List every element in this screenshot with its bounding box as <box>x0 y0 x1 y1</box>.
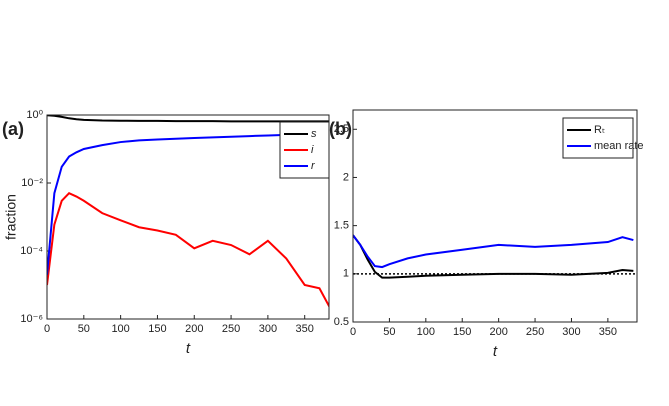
x-tick-label: 350 <box>599 326 617 338</box>
x-tick-label: 0 <box>44 323 50 335</box>
legend-label: s <box>311 128 317 140</box>
x-tick-label: 150 <box>148 323 166 335</box>
plot-frame <box>352 109 638 323</box>
y-tick-label: 10⁻⁶ <box>20 313 43 325</box>
x-tick-label: 200 <box>185 323 203 335</box>
y-tick-label: 1 <box>343 268 349 280</box>
legend-box <box>562 117 634 159</box>
y-tick-label: 10⁻⁴ <box>20 245 43 257</box>
y-tick-label: 10⁰ <box>26 109 43 121</box>
y-tick-label: 1.5 <box>334 220 349 232</box>
legend-label: r <box>311 160 316 172</box>
legend-label: mean rate <box>594 140 644 152</box>
x-tick-label: 100 <box>111 323 129 335</box>
x-tick-label: 0 <box>350 326 356 338</box>
y-tick-label: 2 <box>343 171 349 183</box>
x-tick-label: 250 <box>222 323 240 335</box>
y-axis-label: fraction <box>3 194 19 240</box>
x-tick-label: 200 <box>489 326 507 338</box>
legend-label: Rₜ <box>594 124 605 136</box>
x-tick-label: 50 <box>78 323 90 335</box>
x-tick-label: 100 <box>417 326 435 338</box>
x-axis-label: t <box>186 340 191 357</box>
x-tick-label: 50 <box>383 326 395 338</box>
series-line <box>47 115 329 123</box>
panel-label: (a) <box>2 119 24 139</box>
x-tick-label: 150 <box>453 326 471 338</box>
x-tick-label: 350 <box>296 323 314 335</box>
x-tick-label: 300 <box>562 326 580 338</box>
y-tick-label: 2.5 <box>334 123 349 135</box>
y-tick-label: 0.5 <box>334 316 349 328</box>
legend-label: i <box>311 144 314 156</box>
y-tick-label: 10⁻² <box>21 177 43 189</box>
x-tick-label: 250 <box>526 326 544 338</box>
plot-frame <box>46 114 330 320</box>
series-line <box>47 192 329 309</box>
x-axis-label: t <box>493 343 498 360</box>
panel-label: (b) <box>329 119 352 139</box>
series-line <box>353 234 634 279</box>
series-line <box>353 234 634 269</box>
x-tick-label: 300 <box>259 323 277 335</box>
